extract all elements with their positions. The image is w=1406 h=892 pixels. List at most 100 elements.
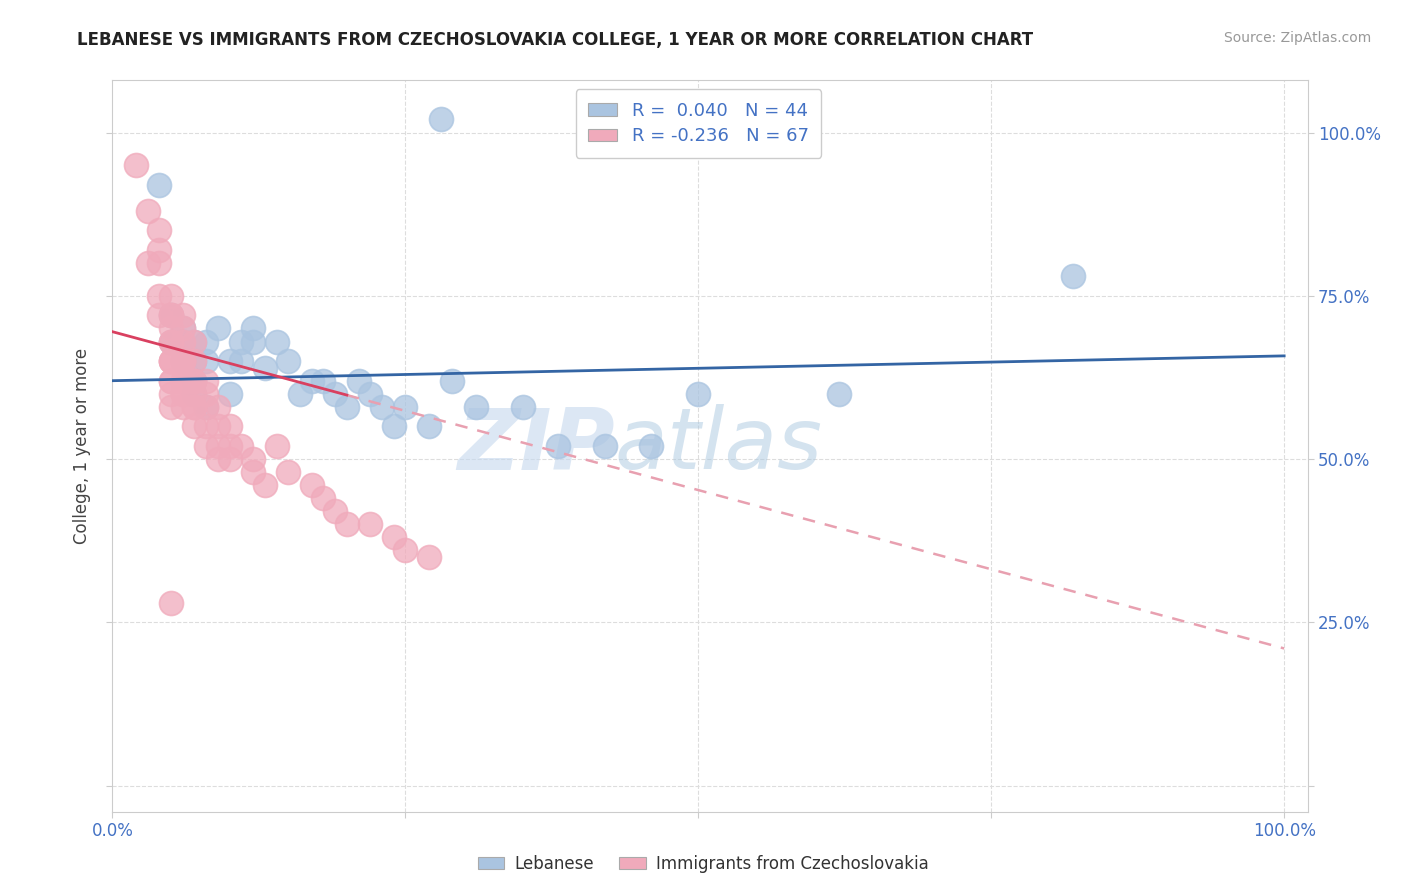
Point xyxy=(218,419,240,434)
Legend: R =  0.040   N = 44, R = -0.236   N = 67: R = 0.040 N = 44, R = -0.236 N = 67 xyxy=(575,89,821,158)
Point xyxy=(160,334,183,349)
Point xyxy=(1062,269,1084,284)
Point xyxy=(418,549,440,564)
Point xyxy=(195,439,218,453)
Point xyxy=(312,374,335,388)
Point xyxy=(394,400,416,414)
Point xyxy=(183,334,205,349)
Point xyxy=(172,354,194,368)
Point xyxy=(183,334,205,349)
Point xyxy=(242,465,264,479)
Point xyxy=(382,419,405,434)
Point xyxy=(418,419,440,434)
Point xyxy=(172,386,194,401)
Point xyxy=(148,289,170,303)
Point xyxy=(172,354,194,368)
Point xyxy=(172,374,194,388)
Point xyxy=(183,400,205,414)
Point xyxy=(172,321,194,335)
Point xyxy=(148,309,170,323)
Point xyxy=(183,354,205,368)
Point xyxy=(323,504,346,518)
Point xyxy=(160,400,183,414)
Point xyxy=(312,491,335,506)
Point xyxy=(160,309,183,323)
Point xyxy=(160,309,183,323)
Point xyxy=(207,419,229,434)
Point xyxy=(207,439,229,453)
Point xyxy=(160,334,183,349)
Point xyxy=(148,243,170,257)
Point xyxy=(207,400,229,414)
Point xyxy=(183,386,205,401)
Point xyxy=(359,517,381,532)
Point xyxy=(160,374,183,388)
Point xyxy=(231,354,253,368)
Point xyxy=(172,354,194,368)
Point xyxy=(382,530,405,544)
Point xyxy=(195,419,218,434)
Point xyxy=(160,354,183,368)
Point xyxy=(172,374,194,388)
Point xyxy=(148,256,170,270)
Text: ZIP: ZIP xyxy=(457,404,614,488)
Point xyxy=(359,386,381,401)
Point xyxy=(183,419,205,434)
Point xyxy=(512,400,534,414)
Point xyxy=(336,400,359,414)
Point xyxy=(195,354,218,368)
Point xyxy=(172,386,194,401)
Point xyxy=(231,439,253,453)
Point xyxy=(336,517,359,532)
Point xyxy=(301,374,323,388)
Point xyxy=(242,452,264,467)
Point xyxy=(323,386,346,401)
Point xyxy=(160,596,183,610)
Text: LEBANESE VS IMMIGRANTS FROM CZECHOSLOVAKIA COLLEGE, 1 YEAR OR MORE CORRELATION C: LEBANESE VS IMMIGRANTS FROM CZECHOSLOVAK… xyxy=(77,31,1033,49)
Point xyxy=(429,112,451,127)
Point xyxy=(183,400,205,414)
Point xyxy=(640,439,662,453)
Text: Source: ZipAtlas.com: Source: ZipAtlas.com xyxy=(1223,31,1371,45)
Text: atlas: atlas xyxy=(614,404,823,488)
Point xyxy=(183,386,205,401)
Point xyxy=(371,400,394,414)
Point xyxy=(136,203,159,218)
Point xyxy=(464,400,486,414)
Point xyxy=(172,334,194,349)
Point xyxy=(441,374,464,388)
Point xyxy=(277,465,299,479)
Point xyxy=(253,478,276,492)
Point xyxy=(160,354,183,368)
Point xyxy=(301,478,323,492)
Point xyxy=(160,321,183,335)
Point xyxy=(183,354,205,368)
Point xyxy=(242,334,264,349)
Point xyxy=(347,374,370,388)
Point xyxy=(218,439,240,453)
Point xyxy=(394,543,416,558)
Point xyxy=(277,354,299,368)
Y-axis label: College, 1 year or more: College, 1 year or more xyxy=(73,348,91,544)
Point xyxy=(288,386,311,401)
Point xyxy=(688,386,710,401)
Point xyxy=(148,223,170,237)
Point xyxy=(172,309,194,323)
Point xyxy=(266,334,288,349)
Point xyxy=(172,400,194,414)
Point xyxy=(160,374,183,388)
Point xyxy=(828,386,851,401)
Point xyxy=(183,374,205,388)
Point xyxy=(195,334,218,349)
Point xyxy=(148,178,170,192)
Point xyxy=(160,289,183,303)
Point xyxy=(218,386,240,401)
Point xyxy=(266,439,288,453)
Point xyxy=(172,334,194,349)
Point xyxy=(231,334,253,349)
Point xyxy=(195,400,218,414)
Point xyxy=(593,439,616,453)
Point xyxy=(195,386,218,401)
Point xyxy=(207,452,229,467)
Point xyxy=(160,334,183,349)
